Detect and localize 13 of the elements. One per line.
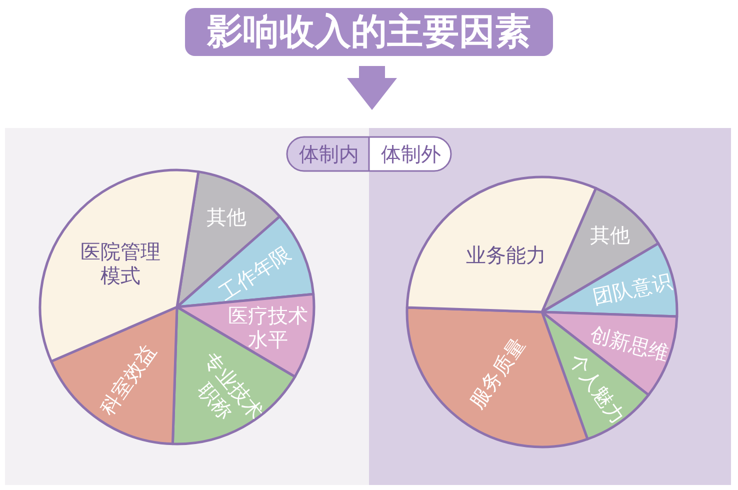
chart-title: 体制外 [381,142,441,166]
chart-title: 体制内 [299,142,359,166]
slice-label: 工作年限 [214,241,296,306]
slice-label: 服务质量 [464,333,530,413]
slice-label: 其他 [590,223,630,248]
slice-label: 业务能力 [466,242,546,267]
text: 影响收入的主要因素 [206,12,531,52]
slice-label: 创新思维 [588,322,672,366]
slice-label: 医院管理模式 [80,239,161,288]
slice-label: 团队意识 [590,268,674,310]
slice-label: 科室效益 [94,340,160,420]
slice-label: 医疗技术水平 [228,303,308,352]
slice-label: 其他 [206,204,246,229]
